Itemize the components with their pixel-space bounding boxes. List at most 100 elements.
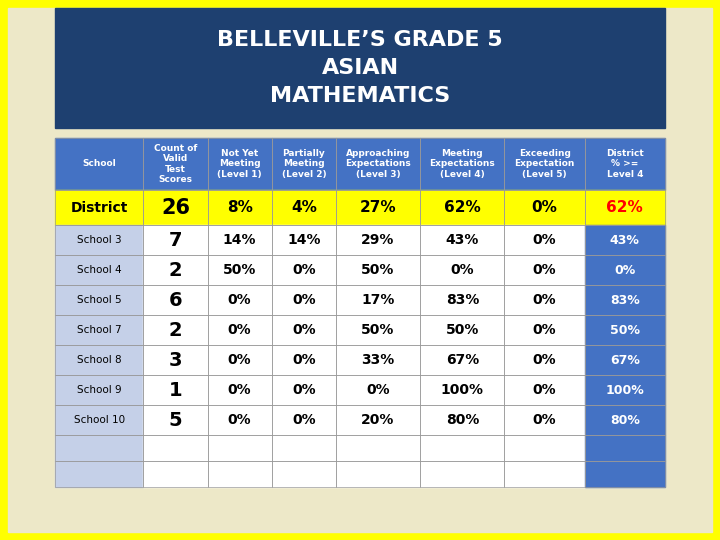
Bar (420, 190, 505, 225)
Bar (143, 138, 207, 190)
Bar (207, 285, 271, 315)
Text: 1: 1 (168, 381, 182, 400)
Text: 50%: 50% (446, 323, 479, 337)
Text: 100%: 100% (441, 383, 484, 397)
Bar (420, 138, 505, 190)
Text: 0%: 0% (228, 413, 251, 427)
Text: Not Yet
Meeting
(Level 1): Not Yet Meeting (Level 1) (217, 149, 262, 179)
Bar (271, 315, 336, 345)
Text: 5: 5 (168, 410, 182, 429)
Bar (420, 255, 505, 285)
Bar (207, 138, 271, 190)
Bar (55, 190, 143, 225)
Bar (505, 375, 585, 405)
Bar (207, 461, 271, 487)
Bar (505, 225, 585, 255)
Bar (143, 375, 207, 405)
Text: 83%: 83% (610, 294, 640, 307)
Bar (505, 315, 585, 345)
Text: Count of
Valid
Test
Scores: Count of Valid Test Scores (153, 144, 197, 184)
Bar (585, 225, 665, 255)
Bar (336, 461, 420, 487)
Text: 0%: 0% (228, 323, 251, 337)
Bar (207, 255, 271, 285)
Text: 8%: 8% (227, 200, 253, 215)
Bar (271, 405, 336, 435)
Bar (336, 225, 420, 255)
Bar (505, 345, 585, 375)
Bar (143, 345, 207, 375)
Bar (271, 461, 336, 487)
Text: 33%: 33% (361, 353, 395, 367)
Text: 6: 6 (168, 291, 182, 309)
Bar (585, 285, 665, 315)
Bar (336, 255, 420, 285)
Bar (505, 190, 585, 225)
Bar (271, 138, 336, 190)
Text: 62%: 62% (606, 200, 643, 215)
Text: 14%: 14% (287, 233, 320, 247)
Bar (336, 345, 420, 375)
Text: School 3: School 3 (77, 235, 122, 245)
Text: 67%: 67% (610, 354, 640, 367)
Text: 0%: 0% (292, 263, 315, 277)
Bar (55, 225, 143, 255)
Bar (505, 225, 585, 255)
Bar (143, 225, 207, 255)
Text: Meeting
Expectations
(Level 4): Meeting Expectations (Level 4) (429, 149, 495, 179)
Bar (585, 255, 665, 285)
Bar (143, 315, 207, 345)
Text: Partially
Meeting
(Level 2): Partially Meeting (Level 2) (282, 149, 326, 179)
Bar (55, 461, 143, 487)
Bar (336, 190, 420, 225)
Text: 2: 2 (168, 260, 182, 280)
Bar (271, 285, 336, 315)
Text: School 7: School 7 (77, 325, 122, 335)
Text: 0%: 0% (533, 263, 557, 277)
Bar (55, 375, 143, 405)
Text: 0%: 0% (228, 293, 251, 307)
Bar (271, 225, 336, 255)
Text: Exceeding
Expectation
(Level 5): Exceeding Expectation (Level 5) (514, 149, 575, 179)
Text: 2: 2 (168, 321, 182, 340)
Text: 0%: 0% (531, 200, 557, 215)
Bar (55, 405, 143, 435)
Text: 50%: 50% (361, 263, 395, 277)
Bar (585, 138, 665, 190)
Text: 14%: 14% (223, 233, 256, 247)
Bar (271, 345, 336, 375)
Bar (143, 345, 207, 375)
Bar (585, 190, 665, 225)
Text: 0%: 0% (228, 383, 251, 397)
Bar (271, 225, 336, 255)
Text: 0%: 0% (614, 264, 636, 276)
Text: School 4: School 4 (77, 265, 122, 275)
Bar (271, 190, 336, 225)
Text: 43%: 43% (446, 233, 479, 247)
Bar (55, 315, 143, 345)
Bar (505, 435, 585, 461)
Bar (585, 345, 665, 375)
Bar (55, 138, 143, 190)
Bar (143, 375, 207, 405)
Bar (143, 461, 207, 487)
Text: 29%: 29% (361, 233, 395, 247)
Bar (336, 405, 420, 435)
Bar (55, 8, 665, 128)
Bar (420, 435, 505, 461)
Bar (420, 345, 505, 375)
Bar (143, 190, 207, 225)
Text: 7: 7 (168, 231, 182, 249)
Bar (505, 461, 585, 487)
Text: 0%: 0% (228, 353, 251, 367)
Bar (55, 375, 143, 405)
Bar (207, 225, 271, 255)
Bar (585, 138, 665, 190)
Text: 3: 3 (168, 350, 182, 369)
Bar (55, 315, 143, 345)
Bar (336, 138, 420, 190)
Text: 0%: 0% (292, 413, 315, 427)
Bar (420, 255, 505, 285)
Bar (143, 138, 207, 190)
Bar (585, 315, 665, 345)
